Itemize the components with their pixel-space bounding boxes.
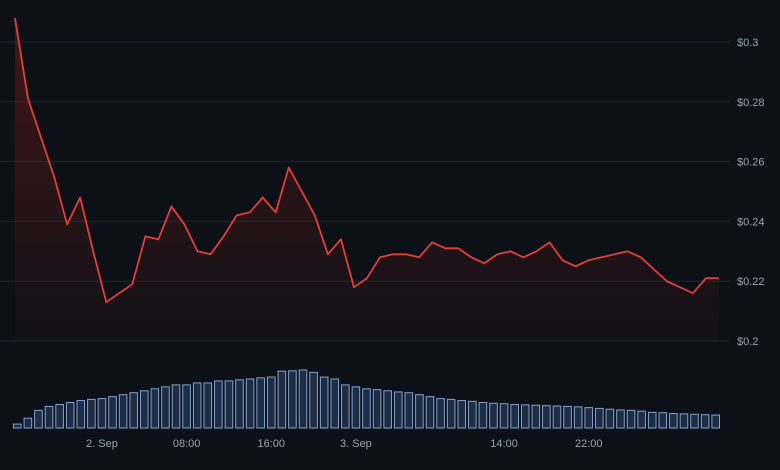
volume-bar [182,384,191,429]
volume-bar [330,378,340,429]
price-line [14,17,719,304]
volume-bar [584,407,594,429]
volume-bar [34,409,43,429]
volume-bar [150,388,160,429]
volume-bar [415,394,424,429]
price-area-fill [15,18,719,342]
y-tick-label: $0.26 [737,157,765,169]
volume-bar [44,405,54,429]
volume-bar [288,370,297,429]
volume-bar [489,402,498,429]
volume-bar [161,386,170,429]
y-axis-tick-labels: $0.2 $0.22 $0.24 $0.26 $0.28 $0.3 [737,37,765,348]
volume-bar [436,398,445,429]
x-tick-label: 2. Sep [86,438,118,450]
volume-bar [393,391,403,429]
volume-bar [383,390,392,429]
volume-bar [595,407,604,429]
volume-bar [351,386,361,429]
volume-bar [192,382,202,429]
volume-bar [76,400,86,429]
volume-bar [139,390,149,429]
volume-bar [679,413,689,429]
x-tick-label: 3. Sep [340,438,372,450]
volume-bar [224,380,234,429]
volume-bar [446,398,456,429]
volume-bar [552,405,562,429]
volume-bar [235,379,244,429]
y-tick-label: $0.3 [737,37,758,49]
volume-bar [362,388,371,429]
volume-bar [13,423,22,429]
volume-bar [542,405,551,429]
volume-bar [97,398,107,429]
volume-bar [637,410,646,429]
volume-bar [658,412,668,429]
volume-bar [319,376,329,429]
volume-bar [690,413,699,429]
volume-bar [129,392,138,429]
volume-bar [616,409,625,429]
volume-bar [573,406,583,429]
volume-bar [404,392,414,429]
volume-bar [65,402,75,429]
x-tick-label: 16:00 [257,438,285,450]
price-area [15,18,719,342]
volume-bar [531,404,541,429]
volume-bar [108,396,117,429]
volume-bar [87,398,96,429]
volume-bar [468,400,477,429]
volume-bar [256,377,265,429]
volume-bar [298,369,308,429]
volume-bar [478,402,488,429]
x-tick-label: 14:00 [490,438,518,450]
volume-bar [266,376,276,429]
volume-bar [171,384,181,429]
x-tick-label: 08:00 [173,438,201,450]
volume-bar [245,378,255,429]
price-line-series [14,17,719,304]
volume-bar [563,405,572,429]
y-tick-label: $0.24 [737,216,765,228]
y-tick-label: $0.22 [737,276,765,288]
volume-bar [669,413,678,429]
x-axis-tick-labels: 2. Sep 08:00 16:00 3. Sep 14:00 22:00 [86,438,602,450]
volume-bar [711,414,720,429]
volume-bar [214,380,223,429]
volume-bar [55,403,64,429]
volume-bar [277,370,287,429]
volume-bar [510,403,519,429]
volume-bar [23,417,33,429]
y-tick-label: $0.2 [737,336,758,348]
volume-bar [457,400,467,429]
volume-bar [499,403,509,429]
volume-bar [203,382,213,429]
volume-bar [626,409,636,429]
volume-bars [13,369,720,429]
volume-bar [520,404,530,429]
volume-bar [341,384,350,429]
x-tick-label: 22:00 [575,438,603,450]
y-tick-label: $0.28 [737,97,765,109]
volume-bar [605,408,615,429]
volume-bar [425,396,435,429]
volume-bar [647,411,657,429]
volume-bar [118,394,128,429]
volume-bar [309,371,318,429]
volume-bar [700,414,710,429]
volume-bar [372,389,382,429]
